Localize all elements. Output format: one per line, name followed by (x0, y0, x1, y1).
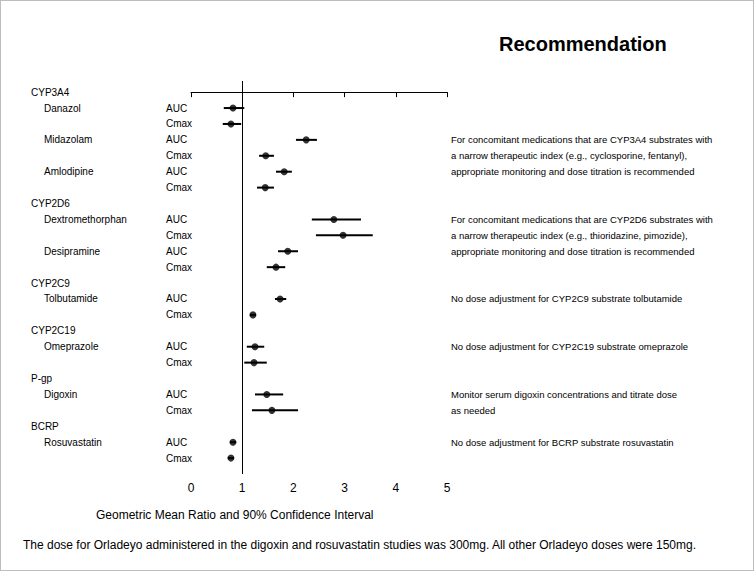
svg-text:BCRP: BCRP (31, 421, 59, 432)
svg-text:For concomitant medications th: For concomitant medications that are CYP… (451, 134, 712, 145)
svg-text:AUC: AUC (166, 134, 187, 145)
svg-text:5: 5 (444, 481, 451, 495)
svg-text:CYP3A4: CYP3A4 (31, 87, 70, 98)
svg-text:Cmax: Cmax (166, 262, 192, 273)
svg-text:Cmax: Cmax (166, 150, 192, 161)
svg-text:No dose adjustment for CYP2C19: No dose adjustment for CYP2C19 substrate… (451, 341, 688, 352)
svg-text:Rosuvastatin: Rosuvastatin (44, 437, 102, 448)
svg-text:AUC: AUC (166, 246, 187, 257)
svg-text:Danazol: Danazol (44, 103, 81, 114)
svg-text:P-gp: P-gp (31, 373, 53, 384)
svg-text:1: 1 (239, 481, 246, 495)
svg-text:Dextromethorphan: Dextromethorphan (44, 214, 127, 225)
svg-text:CYP2C9: CYP2C9 (31, 278, 70, 289)
svg-text:4: 4 (392, 481, 399, 495)
svg-text:Digoxin: Digoxin (44, 389, 77, 400)
svg-text:No dose adjustment for CYP2C9: No dose adjustment for CYP2C9 substrate … (451, 293, 682, 304)
svg-text:Cmax: Cmax (166, 118, 192, 129)
svg-text:appropriate monitoring and dos: appropriate monitoring and dose titratio… (451, 166, 694, 177)
svg-text:Cmax: Cmax (166, 453, 192, 464)
svg-text:Cmax: Cmax (166, 230, 192, 241)
svg-text:3: 3 (341, 481, 348, 495)
svg-text:Desipramine: Desipramine (44, 246, 101, 257)
svg-text:Cmax: Cmax (166, 309, 192, 320)
svg-text:AUC: AUC (166, 437, 187, 448)
svg-text:a narrow therapeutic index (e.: a narrow therapeutic index (e.g., cyclos… (451, 150, 687, 161)
svg-text:Tolbutamide: Tolbutamide (44, 293, 98, 304)
svg-text:Monitor serum digoxin concentr: Monitor serum digoxin concentrations and… (451, 389, 677, 400)
svg-text:Geometric Mean Ratio and 90% C: Geometric Mean Ratio and 90% Confidence … (96, 508, 373, 522)
svg-text:No dose adjustment for BCRP su: No dose adjustment for BCRP substrate ro… (451, 437, 674, 448)
svg-text:Cmax: Cmax (166, 357, 192, 368)
svg-text:AUC: AUC (166, 166, 187, 177)
svg-text:Omeprazole: Omeprazole (44, 341, 99, 352)
svg-text:Cmax: Cmax (166, 405, 192, 416)
svg-text:Amlodipine: Amlodipine (44, 166, 94, 177)
svg-text:AUC: AUC (166, 214, 187, 225)
svg-text:AUC: AUC (166, 341, 187, 352)
svg-text:For concomitant medications th: For concomitant medications that are CYP… (451, 214, 713, 225)
svg-text:2: 2 (290, 481, 297, 495)
svg-text:AUC: AUC (166, 293, 187, 304)
svg-text:The dose for Orladeyo administ: The dose for Orladeyo administered in th… (23, 538, 696, 552)
svg-text:Cmax: Cmax (166, 182, 192, 193)
svg-text:0: 0 (188, 481, 195, 495)
svg-text:AUC: AUC (166, 389, 187, 400)
svg-text:Recommendation: Recommendation (499, 33, 667, 55)
svg-text:Midazolam: Midazolam (44, 134, 92, 145)
svg-text:CYP2C19: CYP2C19 (31, 325, 76, 336)
svg-text:a narrow therapeutic index (e.: a narrow therapeutic index (e.g., thiori… (451, 230, 688, 241)
svg-text:as needed: as needed (451, 405, 495, 416)
svg-text:appropriate monitoring and dos: appropriate monitoring and dose titratio… (451, 246, 694, 257)
svg-text:AUC: AUC (166, 103, 187, 114)
svg-text:CYP2D6: CYP2D6 (31, 198, 70, 209)
